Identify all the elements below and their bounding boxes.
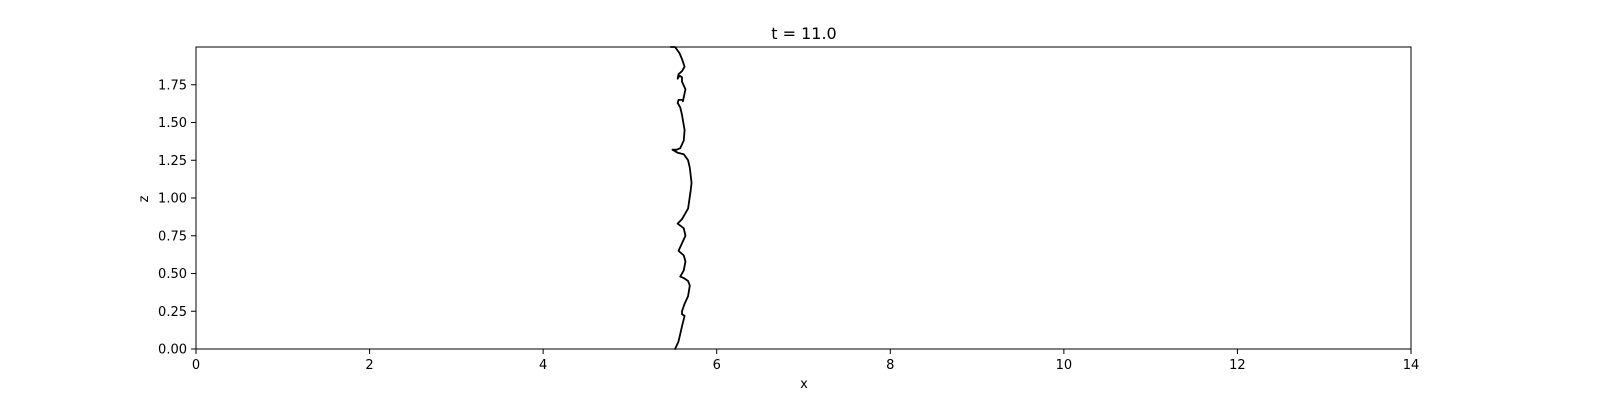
y-tick-label: 0.50 xyxy=(158,267,187,282)
x-axis: 0 2 4 6 8 10 12 14 xyxy=(192,349,1419,373)
y-tick-label: 0.75 xyxy=(158,229,187,244)
y-tick-label: 1.25 xyxy=(158,154,187,169)
x-tick-label: 8 xyxy=(886,358,894,373)
axes-frame xyxy=(195,46,1412,350)
y-tick-label: 0.00 xyxy=(158,343,187,358)
y-axis: 0.00 0.25 0.50 0.75 1.00 1.25 1.50 1.75 xyxy=(158,78,196,358)
x-tick-label: 0 xyxy=(192,358,200,373)
y-axis-label: z xyxy=(137,195,152,202)
y-tick-label: 1.00 xyxy=(158,192,187,207)
y-tick-label: 1.50 xyxy=(158,116,187,131)
x-tick-label: 10 xyxy=(1056,358,1073,373)
series-line-0 xyxy=(669,46,693,350)
y-tick-label: 0.25 xyxy=(158,305,187,320)
x-tick-label: 12 xyxy=(1229,358,1246,373)
chart-title: t = 11.0 xyxy=(771,24,836,43)
x-tick-label: 4 xyxy=(539,358,547,373)
x-tick-label: 2 xyxy=(365,358,373,373)
y-tick-label: 1.75 xyxy=(158,78,187,93)
x-tick-label: 14 xyxy=(1403,358,1420,373)
plot-area xyxy=(195,46,1412,350)
x-tick-label: 6 xyxy=(713,358,721,373)
x-axis-label: x xyxy=(800,377,808,392)
